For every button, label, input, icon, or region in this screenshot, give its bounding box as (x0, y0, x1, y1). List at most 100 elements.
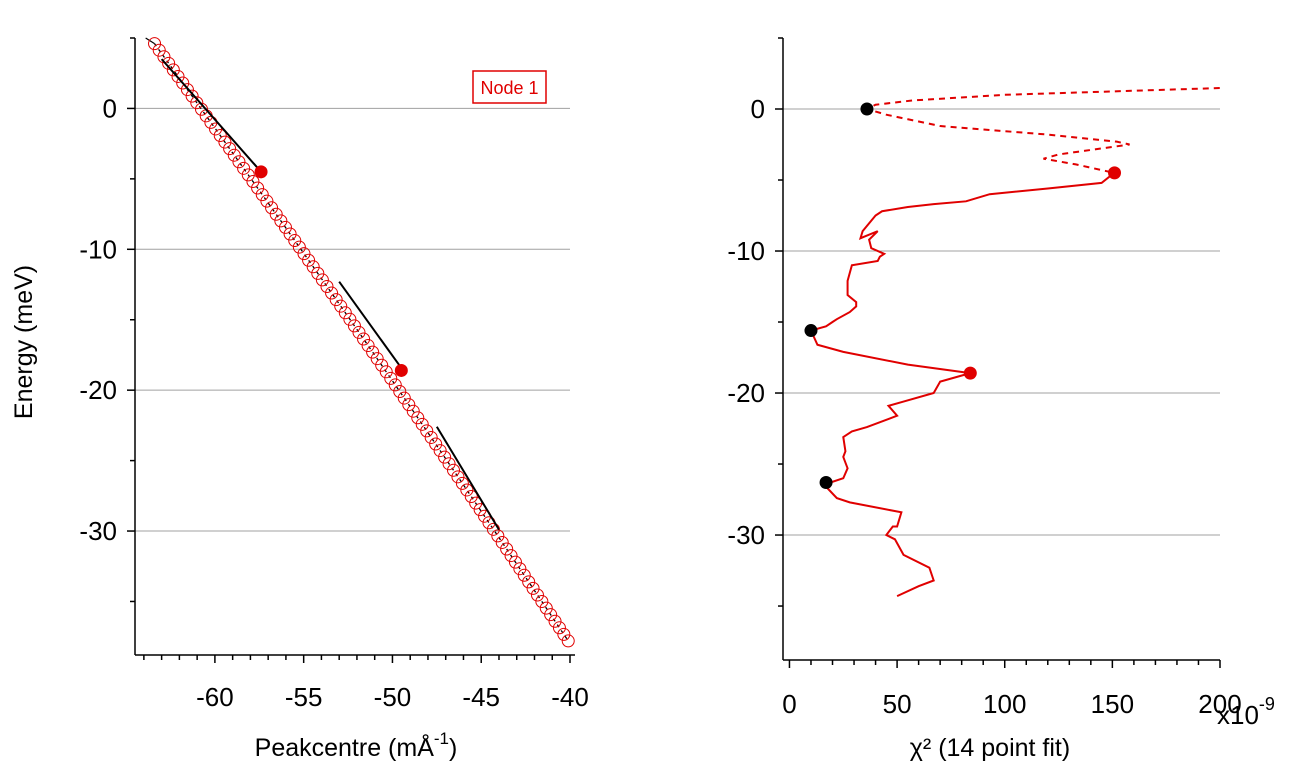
legend-box (472, 70, 547, 104)
left-data-point (442, 457, 456, 471)
left-data-point (366, 345, 380, 359)
left-x-tick-label: -60 (196, 682, 234, 712)
left-data-point (433, 444, 447, 458)
left-data-point (539, 601, 553, 615)
right-x-tick-label: 50 (883, 689, 912, 719)
peakcentre-panel: 0 -10 -20 -30 -60 -55 -50 -45 -40 Node 1 Energy … (10, 37, 589, 762)
left-y-tick-label: 0 (103, 93, 117, 123)
left-data-point (255, 188, 269, 202)
right-x-tick-label: 200 (1198, 689, 1241, 719)
left-data-point (288, 234, 302, 248)
left-data-point (311, 266, 325, 280)
left-x-tick-label: -50 (374, 682, 412, 712)
left-data-point (213, 129, 227, 143)
left-data-line-start (145, 37, 155, 45)
left-x-tick-label: -55 (285, 682, 323, 712)
left-data-point (343, 312, 357, 326)
x-axis-multiplier-exponent: -9 (1259, 694, 1275, 714)
left-fit-line (435, 426, 500, 531)
left-x-axis-title-main: Peakcentre (mÅ (255, 732, 435, 762)
left-data-point (397, 391, 411, 405)
left-data-point (455, 476, 469, 490)
left-data-point (557, 627, 571, 641)
left-fit-line (338, 281, 404, 372)
left-data-point (223, 142, 237, 156)
left-data-point (508, 555, 522, 569)
left-data-point (237, 161, 251, 175)
right-y-tick-label: 0 (751, 94, 765, 124)
left-data-point (411, 411, 425, 425)
chi2-black-point (804, 324, 818, 338)
chi2-solid-line (809, 172, 1116, 598)
chi2-red-point (1108, 166, 1122, 180)
chi2-red-point (963, 366, 977, 380)
left-data-point (227, 148, 241, 162)
left-data-point (535, 595, 549, 609)
left-data-point (246, 174, 260, 188)
left-data-point (152, 43, 166, 57)
left-data-point (530, 588, 544, 602)
left-data-point (406, 404, 420, 418)
right-gridlines (783, 108, 1220, 536)
left-data-point (517, 568, 531, 582)
left-data-point (446, 463, 460, 477)
left-y-axis-title: Energy (meV) (10, 265, 38, 419)
chi2-dashed-line (864, 87, 1220, 174)
left-data-point (338, 306, 352, 320)
left-data-point (302, 253, 316, 267)
left-data-point (297, 247, 311, 261)
left-data-point (451, 470, 465, 484)
left-data-point (190, 96, 204, 110)
legend-label: Node 1 (480, 78, 538, 98)
left-data-point (269, 207, 283, 221)
chi2-black-point (819, 475, 833, 489)
left-node-point (394, 363, 408, 377)
left-data-point (292, 240, 306, 254)
left-data-point (460, 483, 474, 497)
left-data-point (278, 220, 292, 234)
left-data-point (464, 490, 478, 504)
left-data-point (352, 325, 366, 339)
left-x-axis-title: Peakcentre (mÅ-1) (255, 729, 458, 762)
left-data-point (166, 63, 180, 77)
left-data-point (438, 450, 452, 464)
left-data-point (148, 37, 162, 51)
left-data-point (274, 214, 288, 228)
left-data-point (552, 621, 566, 635)
left-data-point (251, 181, 265, 195)
left-fit-line (160, 58, 262, 173)
left-data-point (522, 575, 536, 589)
left-x-tick-label: -45 (462, 682, 500, 712)
left-data-point (260, 194, 274, 208)
chi2-panel: 0 -10 -20 -30 0 50 100 150 200 χ² (14 point fit)… (727, 37, 1275, 762)
left-data-point (315, 273, 329, 287)
left-data-point (209, 122, 223, 136)
left-data-point (306, 260, 320, 274)
left-x-axis-title-close: ) (449, 734, 457, 762)
left-data-point (415, 417, 429, 431)
right-x-tick-label: 100 (983, 689, 1026, 719)
left-data-point (232, 155, 246, 169)
left-data-point (357, 332, 371, 346)
left-data-point (283, 227, 297, 241)
left-data-point (486, 522, 500, 536)
left-data-point (424, 430, 438, 444)
left-data-point (375, 358, 389, 372)
legend: Node 1 (472, 70, 547, 104)
right-y-tick-label: -10 (727, 236, 765, 266)
left-node-point (254, 165, 268, 179)
right-x-axis-title: χ² (14 point fit) (910, 734, 1070, 762)
left-data-point (185, 89, 199, 103)
left-data-point (171, 69, 185, 83)
left-data-point (491, 529, 505, 543)
right-axes: 0 -10 -20 -30 0 50 100 150 200 (727, 37, 1242, 719)
left-data-point (561, 634, 575, 648)
left-data-point (370, 352, 384, 366)
left-data-point (329, 293, 343, 307)
left-data-point (320, 279, 334, 293)
left-data-point (544, 608, 558, 622)
left-data-point (347, 319, 361, 333)
x-axis-multiplier-base: x10 (1217, 700, 1259, 730)
left-data-point (420, 424, 434, 438)
